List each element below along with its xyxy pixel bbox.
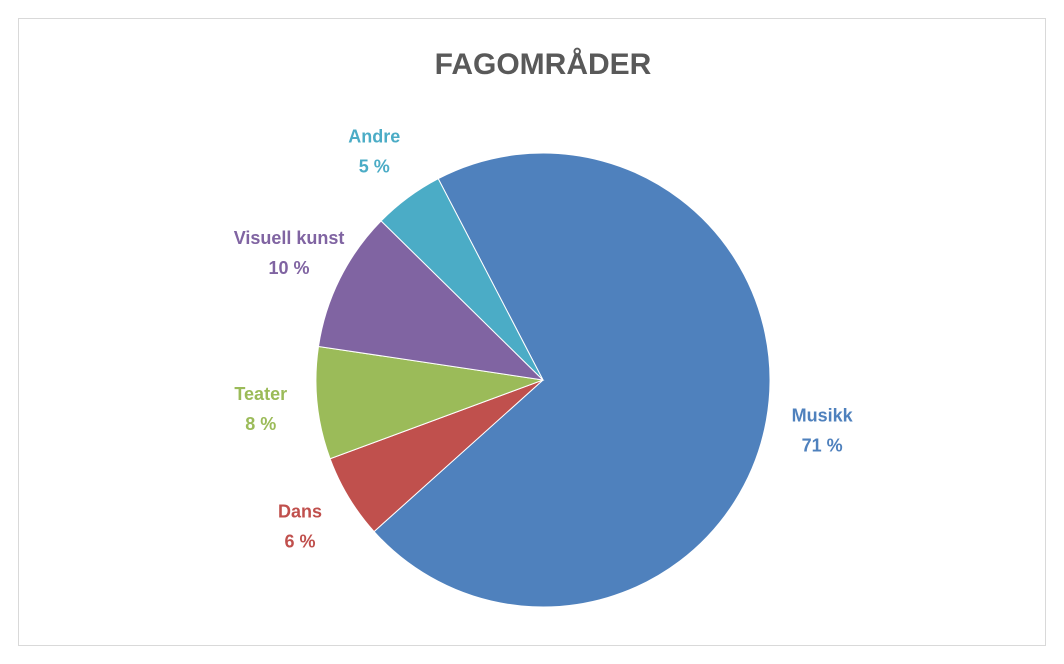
data-label-name: Musikk xyxy=(792,405,854,425)
pie-slice xyxy=(315,345,544,460)
data-label-name: Teater xyxy=(234,384,287,404)
data-label-value: 10 % xyxy=(269,258,310,278)
data-label-value: 71 % xyxy=(802,435,843,455)
data-label-name: Andre xyxy=(348,127,400,147)
data-label-value: 8 % xyxy=(245,414,276,434)
pie-slice xyxy=(373,152,771,608)
data-label-name: Visuell kunst xyxy=(234,228,345,248)
data-label-value: 5 % xyxy=(359,157,390,177)
pie-slice xyxy=(380,177,544,381)
chart-title: FAGOMRÅDER xyxy=(435,48,652,81)
pie-slice xyxy=(317,220,545,381)
data-label-value: 6 % xyxy=(285,531,316,551)
data-label-name: Dans xyxy=(278,501,322,521)
